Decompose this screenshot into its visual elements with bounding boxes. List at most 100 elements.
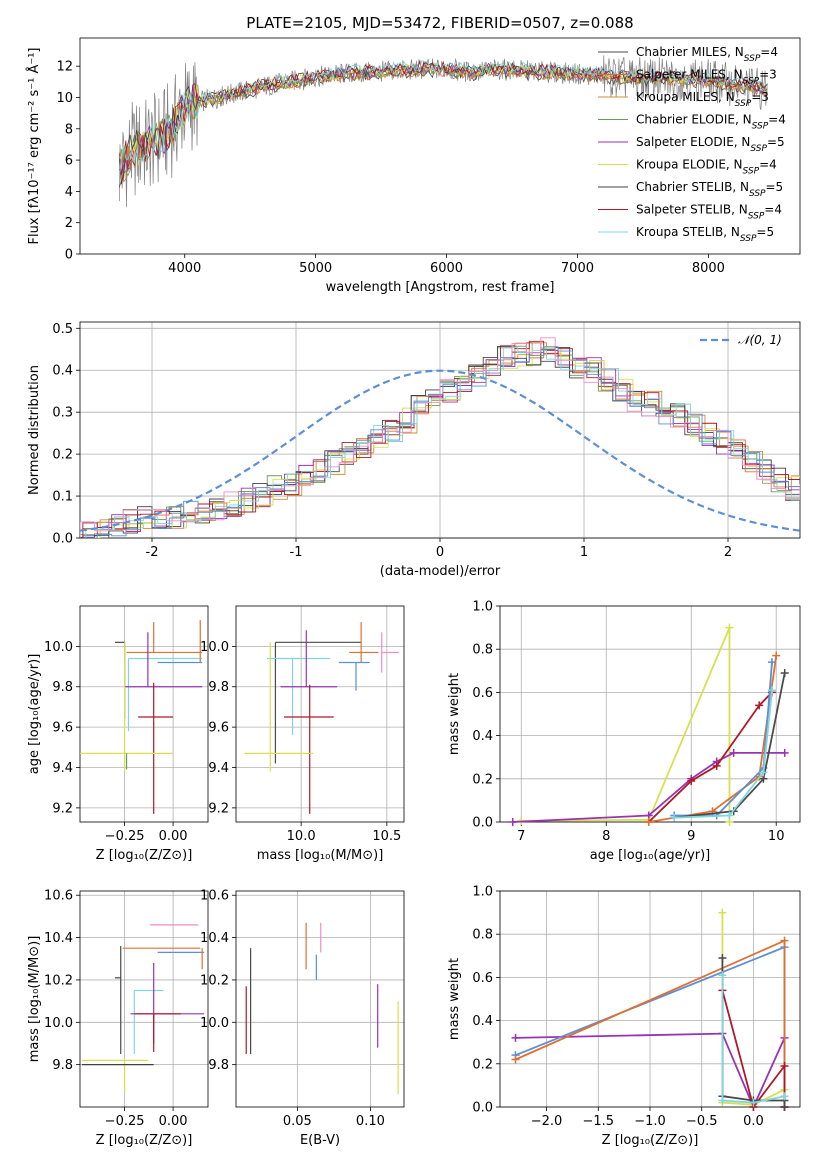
y-tick-label: 10.2 <box>200 973 229 988</box>
residual-histogram <box>82 340 800 538</box>
x-tick-label: 7 <box>517 829 525 844</box>
residual-histogram <box>85 347 800 538</box>
weight-marker <box>718 908 727 917</box>
weight-line <box>521 627 731 822</box>
x-tick-label: 0 <box>436 545 444 560</box>
weight-marker <box>725 811 734 820</box>
axes-frame <box>79 605 209 823</box>
weight-marker <box>670 813 679 822</box>
y-tick-label: 2 <box>65 216 73 231</box>
y-tick-label: 0.2 <box>472 1057 493 1072</box>
x-tick-label: 4000 <box>168 261 201 276</box>
weight-line <box>512 752 785 823</box>
y-axis-label: Flux [fλ10⁻¹⁷ erg cm⁻² s⁻¹ Å⁻¹] <box>26 48 42 245</box>
y-tick-label: 0.0 <box>472 1101 493 1116</box>
y-tick-label: 0.0 <box>52 532 73 547</box>
residual-histogram <box>82 346 800 538</box>
weight-marker <box>780 936 789 945</box>
weight-marker <box>780 748 789 757</box>
y-tick-label: 0.4 <box>472 1014 493 1029</box>
weight-line <box>674 690 773 819</box>
axes-frame <box>499 605 801 823</box>
y-tick-label: 1.0 <box>472 600 493 615</box>
legend-entry: Chabrier STELIB, NSSP=5 <box>636 180 783 199</box>
weight-line <box>721 990 786 1110</box>
legend-entry: Kroupa STELIB, NSSP=5 <box>636 225 774 244</box>
weight-marker <box>687 776 696 785</box>
y-tick-label: 10.2 <box>44 973 73 988</box>
weight-marker <box>759 768 768 777</box>
mass-vs-Z-panel: −0.25 0.00 9.8 10.0 10.2 10.4 10.6 Z [log₁₀(Z/Z… <box>27 889 209 1148</box>
y-tick-label: 10.0 <box>44 640 73 655</box>
y-tick-label: 0.4 <box>52 364 73 379</box>
weight-marker <box>718 971 727 980</box>
weight-marker <box>729 748 738 757</box>
x-tick-label: 2 <box>724 545 732 560</box>
y-tick-label: 0 <box>65 248 73 263</box>
legend-entry: Kroupa ELODIE, NSSP=4 <box>636 158 777 177</box>
y-tick-label: 10.4 <box>44 931 73 946</box>
axes-frame <box>79 890 209 1108</box>
x-tick-label: 0.00 <box>159 829 188 844</box>
legend-entry: Chabrier ELODIE, NSSP=4 <box>636 113 786 132</box>
y-tick-label: 1.0 <box>472 885 493 900</box>
weight-marker <box>712 761 721 770</box>
x-tick-label: -1 <box>290 545 303 560</box>
x-tick-label: 5000 <box>299 261 332 276</box>
weight-marker <box>767 658 776 667</box>
x-tick-label: 0.10 <box>356 1114 385 1129</box>
y-axis-label: mass [log₁₀(M/M⊙)] <box>27 936 42 1063</box>
weight-line <box>648 691 773 823</box>
weight-marker <box>780 1092 789 1101</box>
weight-marker <box>767 686 776 695</box>
weight-marker <box>755 701 764 710</box>
weight-marker <box>644 818 653 826</box>
residual-histogram <box>82 349 800 538</box>
y-tick-label: 10.4 <box>200 931 229 946</box>
y-tick-label: 9.2 <box>52 801 73 816</box>
weight-marker <box>772 651 781 660</box>
y-tick-label: 9.6 <box>52 721 73 736</box>
x-axis-label: (data-model)/error <box>380 564 501 579</box>
y-tick-label: 0.0 <box>472 816 493 831</box>
residual-panel: -2 -1 0 1 2 0.0 0.1 0.2 0.3 0.4 0.5 (data-model)/er… <box>27 321 801 579</box>
y-tick-label: 4 <box>65 185 73 200</box>
figure-title: PLATE=2105, MJD=53472, FIBERID=0507, z=0… <box>246 14 633 32</box>
legend-entry: Chabrier MILES, NSSP=4 <box>636 45 778 64</box>
weight-marker <box>749 1098 758 1107</box>
y-tick-label: 0.4 <box>472 729 493 744</box>
legend-entry: Salpeter ELODIE, NSSP=5 <box>636 135 785 154</box>
x-tick-label: −0.25 <box>105 829 145 844</box>
x-tick-label: −1.5 <box>582 1114 614 1129</box>
weight-line <box>648 655 778 823</box>
y-tick-label: 0.3 <box>52 406 73 421</box>
x-axis-label: Z [log₁₀(Z/Z⊙)] <box>602 1133 699 1148</box>
x-tick-label: −0.5 <box>686 1114 718 1129</box>
y-tick-label: 9.4 <box>208 761 229 776</box>
axes-frame <box>235 890 405 1108</box>
weight-line <box>721 975 785 1104</box>
weight-line <box>674 662 773 817</box>
x-axis-label: age [log₁₀(age/yr)] <box>590 848 711 863</box>
x-axis-label: mass [log₁₀(M/M⊙)] <box>257 848 384 863</box>
weight-marker <box>508 818 517 826</box>
x-tick-label: 10.0 <box>287 829 316 844</box>
model-spectrum <box>118 61 768 185</box>
model-spectrum <box>118 60 768 177</box>
y-tick-label: 6 <box>65 154 73 169</box>
x-tick-label: -2 <box>146 545 159 560</box>
weight-marker <box>511 1033 520 1042</box>
y-tick-label: 9.8 <box>52 1058 73 1073</box>
y-tick-label: 9.8 <box>208 680 229 695</box>
y-tick-label: 10.0 <box>44 1016 73 1031</box>
x-axis-label: E(B-V) <box>300 1133 340 1148</box>
x-axis-label: Z [log₁₀(Z/Z⊙)] <box>96 1133 193 1148</box>
y-tick-label: 10 <box>56 91 73 106</box>
y-tick-label: 0.8 <box>472 643 493 658</box>
x-tick-label: 9 <box>687 829 695 844</box>
x-tick-label: 0.00 <box>159 1114 188 1129</box>
y-tick-label: 0.6 <box>472 971 493 986</box>
y-tick-label: 0.1 <box>52 490 73 505</box>
axes-frame <box>499 890 801 1108</box>
